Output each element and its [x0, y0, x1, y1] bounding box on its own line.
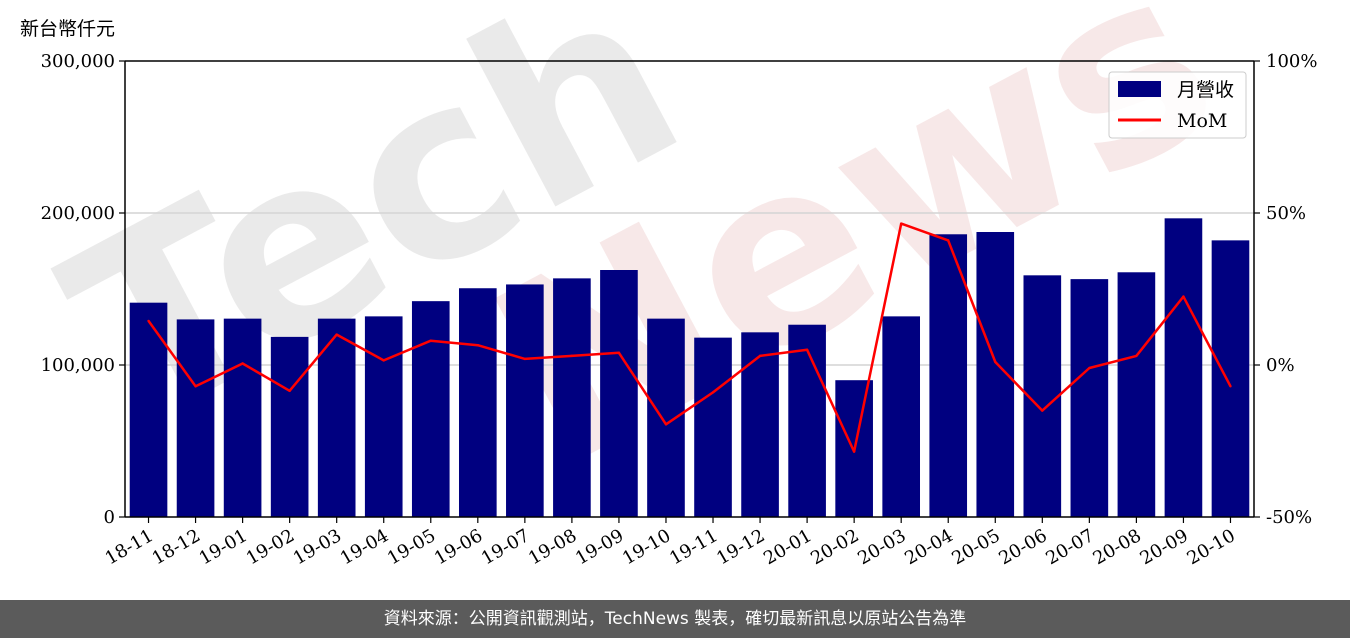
revenue-bar	[1117, 272, 1156, 517]
x-tick-label: 20-04	[901, 525, 956, 569]
revenue-bar	[741, 332, 779, 517]
mom-point	[570, 354, 574, 358]
revenue-bar	[647, 318, 685, 517]
mom-point	[805, 348, 809, 351]
y-left-tick-label: 200,000	[41, 203, 115, 224]
x-tick-label: 19-07	[478, 525, 533, 569]
mom-point	[994, 360, 997, 364]
mom-point	[1229, 385, 1232, 388]
revenue-bar	[411, 301, 450, 517]
x-tick-label: 19-05	[384, 525, 439, 569]
x-tick-label: 19-04	[337, 525, 392, 569]
x-tick-label: 20-07	[1042, 525, 1097, 569]
mom-point	[194, 385, 197, 388]
mom-point	[899, 222, 903, 225]
y-right-tick-label: 100%	[1266, 51, 1317, 72]
mom-point	[711, 391, 715, 394]
legend-label-revenue: 月營收	[1177, 79, 1234, 101]
x-tick-label: 20-05	[948, 525, 1003, 569]
mom-point	[1088, 366, 1091, 370]
y-right-tick-label: 0%	[1266, 355, 1295, 376]
mom-point	[523, 357, 527, 361]
x-tick-label: 19-12	[713, 525, 768, 569]
x-tick-label: 20-01	[760, 525, 815, 569]
revenue-chart: Tech News 0100,000200,000300,000-50%0%50…	[26, 0, 1318, 569]
revenue-bar	[364, 316, 403, 517]
x-tick-label: 19-08	[525, 525, 580, 569]
y-left-tick-label: 100,000	[41, 355, 115, 376]
mom-line	[147, 222, 1232, 453]
revenue-bar	[176, 319, 215, 517]
x-tick-label: 19-11	[666, 525, 721, 569]
revenue-bar	[1070, 279, 1109, 517]
revenue-bar	[694, 337, 732, 517]
mom-point	[1135, 354, 1138, 358]
mom-line-group	[147, 222, 1232, 453]
x-tick-label: 19-02	[243, 525, 298, 569]
y-left-tick-label: 300,000	[41, 51, 115, 72]
revenue-bar	[1211, 240, 1250, 518]
revenue-bar	[600, 270, 638, 517]
x-tick-label: 20-03	[854, 525, 909, 569]
x-tick-label: 20-09	[1136, 525, 1191, 569]
revenue-bar	[929, 234, 968, 517]
revenue-bar	[317, 318, 356, 517]
revenue-bar	[788, 324, 826, 517]
x-tick-label: 18-11	[102, 525, 157, 569]
mom-point	[664, 423, 668, 426]
y-right-tick-label: -50%	[1266, 507, 1312, 528]
x-tick-label: 18-12	[149, 525, 204, 569]
x-tick-label: 20-06	[995, 525, 1050, 569]
revenue-bar	[882, 316, 921, 517]
revenue-bar	[129, 302, 168, 517]
legend-label-mom: MoM	[1177, 110, 1227, 132]
mom-point	[147, 319, 150, 323]
y-axis-unit-label: 新台幣仟元	[20, 18, 116, 40]
mom-point	[382, 359, 385, 362]
mom-point	[758, 354, 762, 358]
mom-point	[1182, 295, 1185, 298]
mom-point	[241, 362, 244, 365]
legend: 月營收 MoM	[1108, 71, 1247, 139]
mom-point	[476, 344, 480, 347]
x-tick-label: 19-03	[290, 525, 345, 569]
revenue-bar	[553, 278, 591, 517]
y-right-tick-label: 50%	[1266, 203, 1306, 224]
gridlines	[125, 212, 1254, 366]
mom-point	[852, 450, 856, 453]
legend-swatch-revenue	[1118, 81, 1161, 97]
mom-point	[335, 333, 338, 336]
mom-point	[947, 239, 950, 242]
revenue-bar	[1164, 218, 1203, 517]
mom-point	[1041, 409, 1044, 412]
revenue-bar	[270, 336, 309, 517]
mom-point	[429, 339, 432, 342]
revenue-bar	[506, 284, 544, 517]
x-tick-label: 19-10	[619, 525, 674, 569]
x-tick-label: 20-10	[1184, 525, 1239, 569]
revenue-bar	[223, 318, 262, 517]
y-left-tick-label: 0	[104, 507, 115, 528]
x-tick-label: 19-06	[431, 525, 486, 569]
x-tick-label: 20-02	[807, 525, 862, 569]
footer-source-note: 資料來源：公開資訊觀測站，TechNews 製表，確切最新訊息以原站公告為準	[0, 600, 1350, 638]
mom-point	[617, 351, 621, 355]
mom-point	[288, 389, 291, 393]
revenue-bar	[458, 288, 497, 517]
revenue-bars	[129, 218, 1250, 518]
x-tick-label: 19-01	[196, 525, 251, 569]
axes: 0 100,000 200,000 300,000 -50% 0% 50% 100% 18-11…	[41, 51, 1318, 569]
x-tick-label: 19-09	[572, 525, 627, 569]
x-tick-label: 20-08	[1089, 525, 1144, 569]
